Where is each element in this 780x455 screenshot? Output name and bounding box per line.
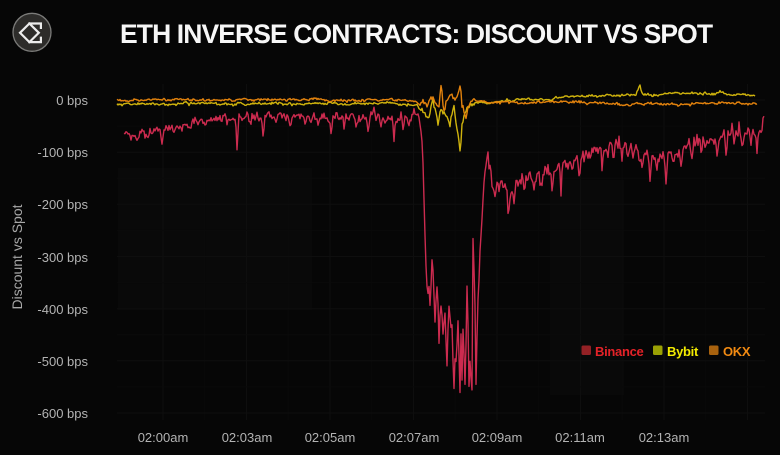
svg-text:Binance: Binance — [595, 344, 644, 359]
svg-text:Discount vs Spot: Discount vs Spot — [9, 204, 25, 309]
svg-text:02:09am: 02:09am — [472, 430, 523, 445]
svg-text:-600 bps: -600 bps — [37, 406, 88, 421]
svg-text:-300 bps: -300 bps — [37, 250, 88, 265]
svg-text:ETH INVERSE CONTRACTS: DISCOUN: ETH INVERSE CONTRACTS: DISCOUNT VS SPOT — [120, 19, 713, 49]
svg-text:02:11am: 02:11am — [555, 430, 605, 445]
svg-text:-200 bps: -200 bps — [37, 197, 88, 212]
svg-text:0 bps: 0 bps — [56, 93, 88, 108]
svg-text:-100 bps: -100 bps — [37, 145, 88, 160]
svg-text:02:07am: 02:07am — [389, 430, 440, 445]
svg-text:02:05am: 02:05am — [305, 430, 356, 445]
svg-text:-400 bps: -400 bps — [37, 302, 88, 317]
svg-text:OKX: OKX — [723, 344, 751, 359]
svg-text:-500 bps: -500 bps — [37, 354, 88, 369]
svg-text:02:13am: 02:13am — [639, 430, 690, 445]
svg-text:Bybit: Bybit — [667, 344, 699, 359]
svg-text:02:00am: 02:00am — [138, 430, 189, 445]
svg-text:02:03am: 02:03am — [222, 430, 273, 445]
